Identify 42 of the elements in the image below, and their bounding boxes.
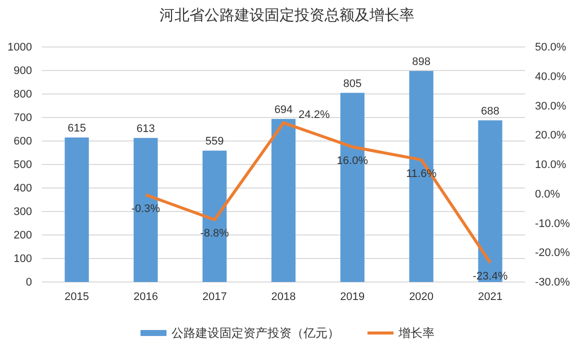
legend-label: 增长率 <box>398 326 434 340</box>
x-tick-label: 2019 <box>340 290 365 303</box>
bar <box>271 118 296 282</box>
data-label: 805 <box>343 78 362 90</box>
y2-tick-label: -20.0% <box>535 247 570 260</box>
chart-title: 河北省公路建设固定投资总额及增长率 <box>160 6 414 24</box>
data-label: 688 <box>481 105 500 118</box>
x-tick-label: 2020 <box>409 290 434 303</box>
y2-tick-label: 10.0% <box>535 159 566 172</box>
data-label: 559 <box>205 136 224 148</box>
y2-tick-label: 30.0% <box>535 100 566 112</box>
y-tick-label: 500 <box>14 159 32 172</box>
y-tick-label: 0 <box>26 276 32 289</box>
y-tick-label: 600 <box>14 136 32 148</box>
bar <box>202 150 227 282</box>
y-tick-label: 300 <box>14 206 32 218</box>
data-label: 24.2% <box>298 108 330 121</box>
x-tick-label: 2018 <box>271 290 296 303</box>
x-tick-label: 2015 <box>64 290 90 303</box>
y-tick-label: 700 <box>14 112 32 124</box>
x-tick-label: 2016 <box>133 290 158 303</box>
bar <box>134 138 158 282</box>
y2-tick-label: 0.0% <box>535 188 560 200</box>
y-tick-label: 200 <box>14 230 32 242</box>
y2-tick-label: -10.0% <box>535 218 570 230</box>
y-tick-label: 400 <box>14 182 32 195</box>
y-tick-label: 100 <box>14 253 32 266</box>
y-tick-label: 800 <box>14 88 32 101</box>
y2-tick-label: 50.0% <box>535 42 566 54</box>
y-tick-label: 900 <box>14 65 32 78</box>
bar <box>64 137 89 282</box>
data-label: 615 <box>68 122 86 134</box>
y2-tick-label: 20.0% <box>535 130 566 142</box>
y2-tick-label: 40.0% <box>535 70 566 83</box>
data-label: 613 <box>136 122 155 135</box>
x-tick-label: 2021 <box>478 290 502 303</box>
x-tick-label: 2017 <box>202 290 227 303</box>
y2-tick-label: -30.0% <box>535 276 570 289</box>
y-tick-label: 1000 <box>8 42 32 54</box>
data-label: 694 <box>274 104 293 116</box>
data-label: 898 <box>412 56 430 68</box>
legend-label: 公路建设固定资产投资（亿元） <box>172 326 340 340</box>
